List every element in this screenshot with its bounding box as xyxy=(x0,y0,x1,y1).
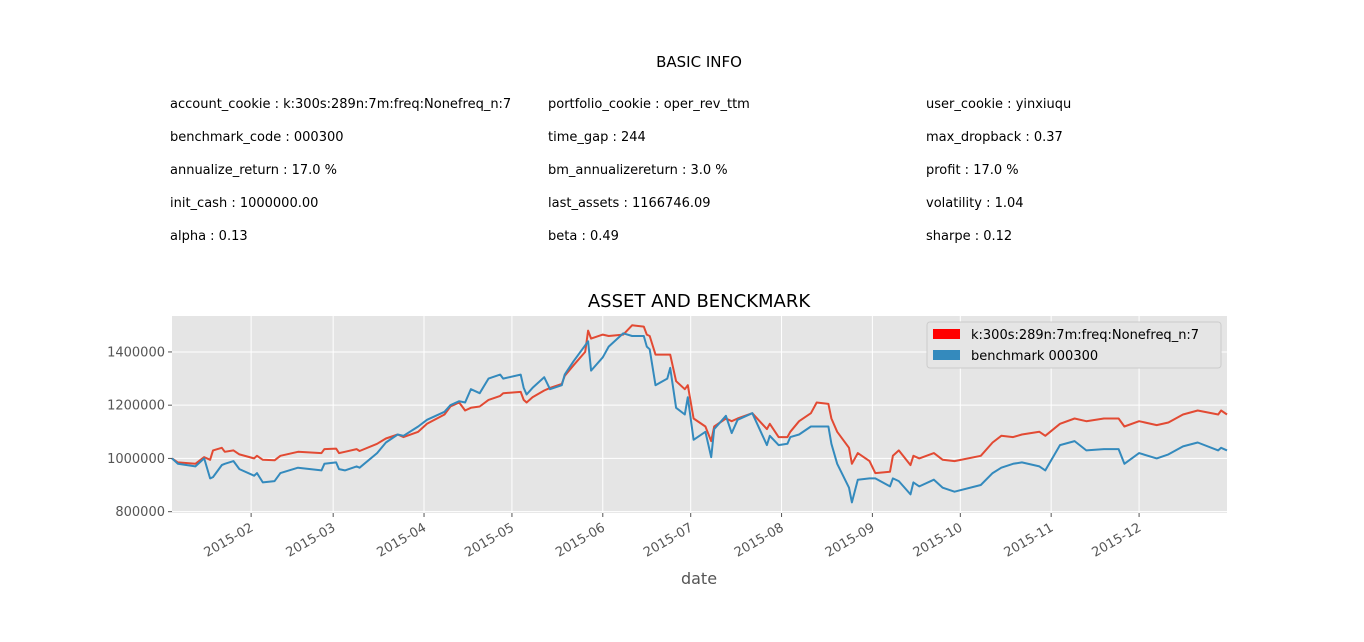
info-item: max_dropback : 0.37 xyxy=(926,130,1063,145)
legend-label-strategy: k:300s:289n:7m:freq:Nonefreq_n:7 xyxy=(971,328,1199,343)
x-tick-label: 2015-03 xyxy=(284,520,339,560)
x-tick-label: 2015-11 xyxy=(1002,520,1057,560)
x-tick-label: 2015-10 xyxy=(911,520,966,560)
x-tick-label: 2015-05 xyxy=(462,520,517,560)
x-tick-label: 2015-02 xyxy=(202,520,257,560)
info-item: alpha : 0.13 xyxy=(170,229,248,244)
y-tick-label: 800000 xyxy=(115,505,165,520)
info-item: profit : 17.0 % xyxy=(926,163,1019,178)
x-tick-label: 2015-12 xyxy=(1090,520,1145,560)
info-item: portfolio_cookie : oper_rev_ttm xyxy=(548,97,750,112)
basic-info-title: BASIC INFO xyxy=(656,53,742,71)
x-tick-label: 2015-08 xyxy=(732,520,787,560)
legend-swatch-benchmark xyxy=(933,350,960,360)
chart-title: ASSET AND BENCKMARK xyxy=(588,291,812,312)
x-tick-label: 2015-09 xyxy=(823,520,878,560)
info-item: account_cookie : k:300s:289n:7m:freq:Non… xyxy=(170,97,512,112)
strategy-line xyxy=(171,324,1228,475)
legend-box xyxy=(926,321,1222,369)
y-tick-label: 1000000 xyxy=(107,452,165,467)
x-tick-label: 2015-07 xyxy=(641,520,696,560)
info-item: volatility : 1.04 xyxy=(926,196,1024,211)
series-lines xyxy=(171,324,1228,504)
x-tick-label: 2015-06 xyxy=(553,520,608,560)
info-item: annualize_return : 17.0 % xyxy=(170,163,338,178)
info-item: init_cash : 1000000.00 xyxy=(170,196,319,211)
x-axis: 2015-02 2015-03 2015-04 2015-05 2015-06 2015-… xyxy=(202,513,1145,561)
legend-swatch-strategy xyxy=(933,329,960,339)
y-axis: 800000 1000000 1200000 1400000 xyxy=(107,345,172,520)
info-item: sharpe : 0.12 xyxy=(926,229,1013,244)
x-tick-label: 2015-04 xyxy=(374,520,429,560)
benchmark-line xyxy=(171,332,1228,504)
y-tick-label: 1400000 xyxy=(107,345,165,360)
info-item: benchmark_code : 000300 xyxy=(170,130,344,145)
legend: k:300s:289n:7m:freq:Nonefreq_n:7 benchma… xyxy=(926,321,1222,369)
x-axis-label: date xyxy=(681,569,717,588)
info-item: time_gap : 244 xyxy=(548,130,646,145)
info-item: last_assets : 1166746.09 xyxy=(548,196,711,211)
info-item: user_cookie : yinxiuqu xyxy=(926,97,1072,112)
y-tick-label: 1200000 xyxy=(107,399,165,414)
info-item: bm_annualizereturn : 3.0 % xyxy=(548,163,728,178)
legend-label-benchmark: benchmark 000300 xyxy=(971,349,1098,364)
info-item: beta : 0.49 xyxy=(548,229,619,244)
